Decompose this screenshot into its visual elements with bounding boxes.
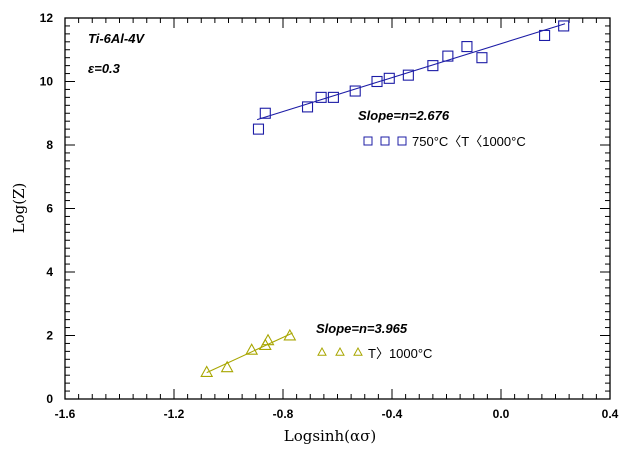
y-tick-label: 8 [46, 138, 53, 152]
data-point [476, 52, 488, 64]
data-point [315, 91, 327, 103]
series-layer [200, 20, 570, 377]
y-tick-label: 10 [40, 75, 54, 89]
data-point [442, 50, 454, 62]
legend-blue: 750°C〈T〈1000°C [363, 134, 526, 149]
data-point [461, 41, 473, 53]
minor-ticks [65, 18, 610, 399]
y-tick-label: 2 [46, 329, 53, 343]
legend-marker [380, 136, 390, 146]
legend-blue-label: 750°C〈T〈1000°C [412, 134, 526, 149]
data-point [327, 91, 339, 103]
fit-line [206, 332, 293, 374]
x-tick-label: 0.0 [493, 407, 510, 421]
x-tick-label: 0.4 [602, 407, 619, 421]
x-tick-label: -1.2 [164, 407, 185, 421]
data-point [220, 360, 234, 373]
x-tick-label: -0.8 [273, 407, 294, 421]
data-point [539, 29, 551, 42]
series-1 [200, 328, 297, 377]
data-point [261, 333, 275, 346]
y-tick-label: 12 [40, 11, 54, 25]
x-axis-label: Logsinh(ασ) [284, 427, 376, 445]
data-point [200, 365, 214, 377]
x-tick-labels: -1.6 -1.2 -0.8 -0.4 0.0 0.4 [55, 407, 619, 421]
legend-marker [335, 346, 345, 356]
slope-blue-annotation: Slope=n=2.676 [358, 108, 450, 123]
data-point [283, 328, 297, 341]
data-point [252, 123, 265, 135]
legend-yellow-label: T〉1000°C [368, 346, 432, 361]
data-point [383, 72, 395, 84]
legend-yellow-markers [317, 346, 363, 356]
y-tick-labels: 0 2 4 6 8 10 12 [40, 11, 54, 406]
legend-marker [397, 136, 407, 146]
plot-frame [64, 17, 611, 400]
major-ticks [64, 17, 611, 400]
slope-yellow-annotation: Slope=n=3.965 [316, 321, 408, 336]
data-point [245, 343, 259, 355]
fit-line [256, 23, 566, 121]
strain-annotation: ε=0.3 [88, 61, 121, 76]
legend-marker [353, 346, 363, 356]
x-tick-label: -0.4 [382, 407, 403, 421]
y-tick-label: 0 [46, 392, 53, 406]
y-tick-label: 6 [46, 202, 53, 216]
legend-yellow: T〉1000°C [317, 346, 432, 361]
data-point [427, 60, 439, 72]
data-point [349, 85, 361, 97]
data-point [259, 107, 271, 119]
series-0 [252, 20, 570, 135]
data-point [371, 75, 383, 88]
x-tick-label: -1.6 [55, 407, 76, 421]
y-tick-label: 4 [46, 265, 53, 279]
legend-marker [363, 136, 373, 146]
data-point [558, 20, 570, 32]
y-axis-label: Log(Z) [10, 183, 28, 234]
legend-marker [317, 346, 327, 356]
legend-blue-markers [363, 136, 407, 146]
data-point [301, 101, 314, 113]
alloy-annotation: Ti-6Al-4V [88, 31, 145, 46]
data-point [402, 69, 414, 81]
